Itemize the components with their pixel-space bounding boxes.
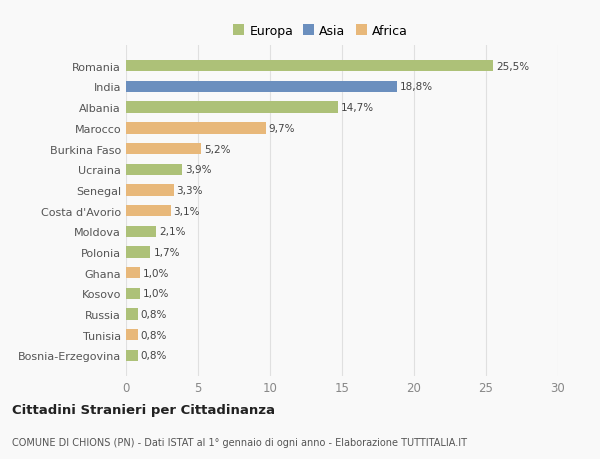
Text: 3,9%: 3,9% [185, 165, 212, 175]
Bar [126, 185, 173, 196]
Bar [126, 247, 151, 258]
Text: 14,7%: 14,7% [341, 103, 374, 113]
Text: Cittadini Stranieri per Cittadinanza: Cittadini Stranieri per Cittadinanza [12, 403, 275, 416]
Bar [126, 206, 170, 217]
Text: 5,2%: 5,2% [204, 144, 230, 154]
Text: 25,5%: 25,5% [496, 62, 529, 72]
Bar [126, 164, 182, 175]
Bar [126, 61, 493, 72]
Bar [126, 144, 201, 155]
Text: 0,8%: 0,8% [140, 330, 167, 340]
Bar [126, 288, 140, 299]
Bar [126, 102, 338, 113]
Text: 18,8%: 18,8% [400, 82, 433, 92]
Text: 3,3%: 3,3% [176, 185, 203, 196]
Text: 3,1%: 3,1% [173, 206, 200, 216]
Bar [126, 268, 140, 279]
Text: 2,1%: 2,1% [159, 227, 185, 237]
Bar [126, 309, 137, 320]
Bar [126, 226, 156, 237]
Text: COMUNE DI CHIONS (PN) - Dati ISTAT al 1° gennaio di ogni anno - Elaborazione TUT: COMUNE DI CHIONS (PN) - Dati ISTAT al 1°… [12, 437, 467, 447]
Text: 9,7%: 9,7% [269, 123, 295, 134]
Bar [126, 350, 137, 361]
Bar [126, 82, 397, 93]
Text: 1,0%: 1,0% [143, 289, 170, 299]
Text: 0,8%: 0,8% [140, 309, 167, 319]
Text: 0,8%: 0,8% [140, 351, 167, 361]
Text: 1,0%: 1,0% [143, 268, 170, 278]
Bar [126, 330, 137, 341]
Text: 1,7%: 1,7% [154, 247, 180, 257]
Legend: Europa, Asia, Africa: Europa, Asia, Africa [230, 22, 410, 40]
Bar [126, 123, 266, 134]
